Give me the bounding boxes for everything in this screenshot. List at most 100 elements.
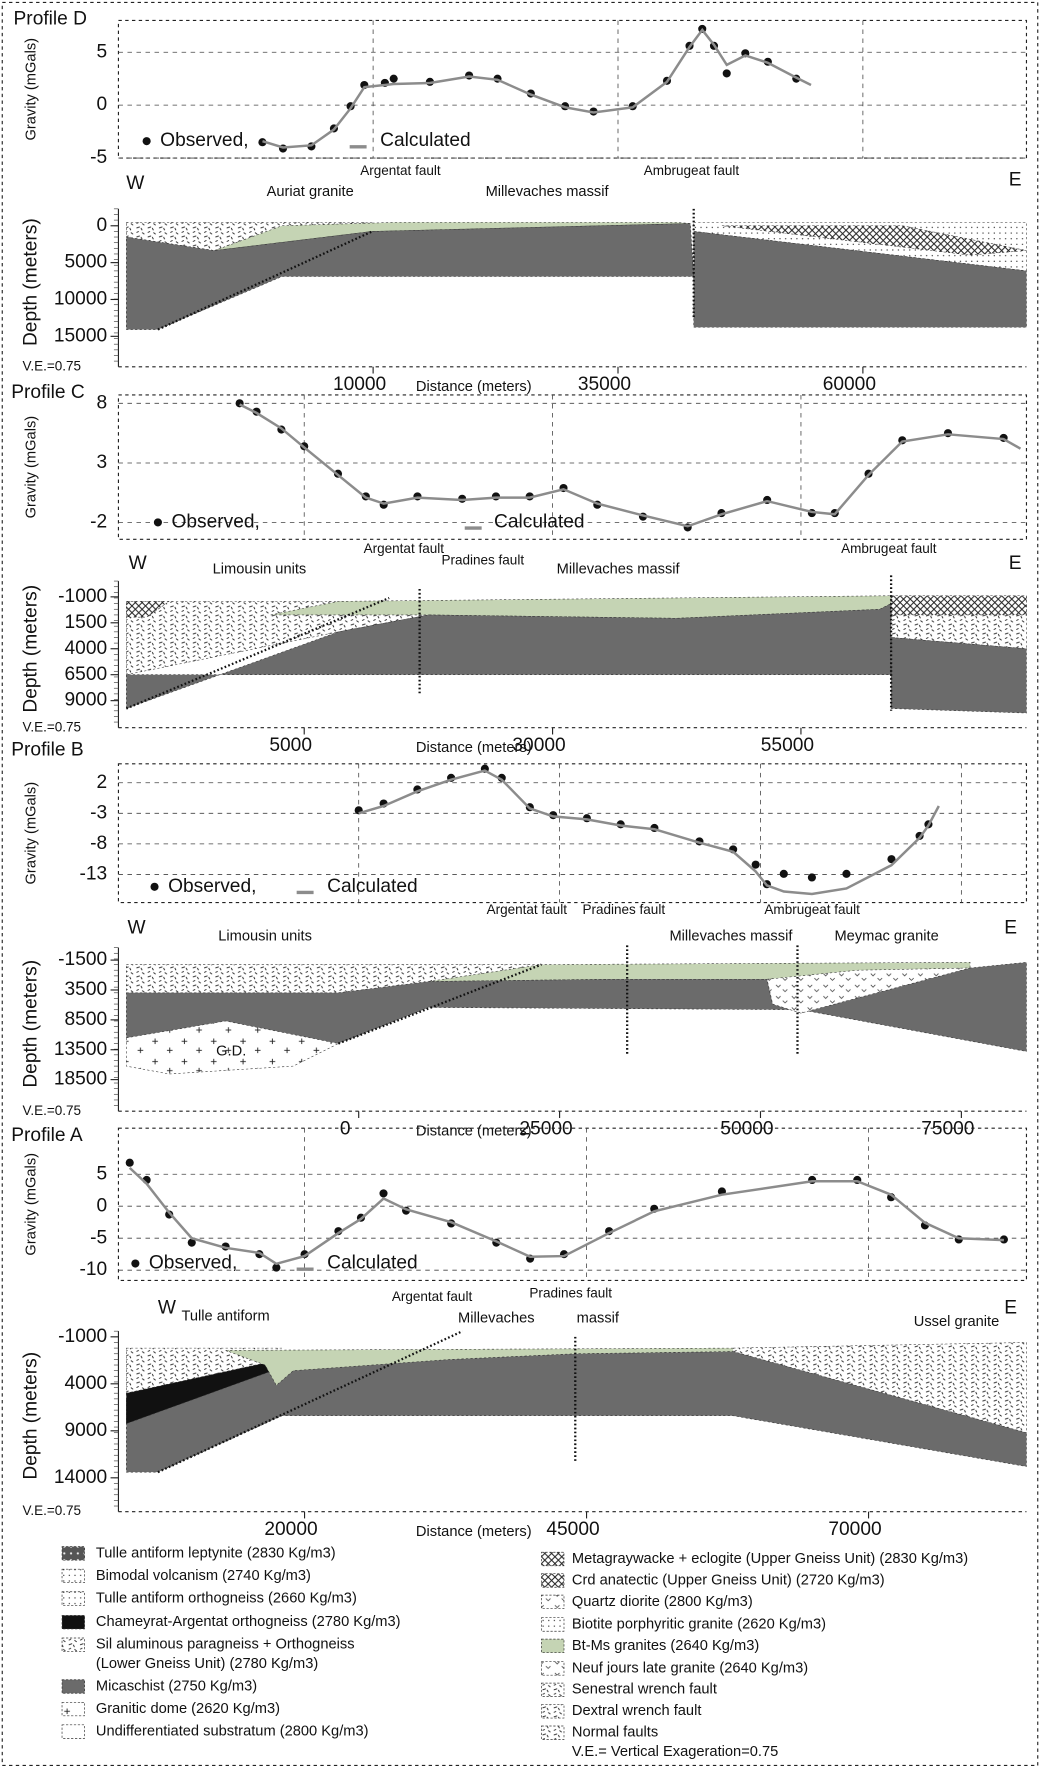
section-label: Ambrugeat fault [841, 541, 937, 556]
y-tick-label: 1500 [65, 612, 108, 633]
x-tick-label: 10000 [333, 374, 386, 395]
y-axis-label: Gravity (mGals) [23, 782, 39, 885]
legend-swatch [541, 1725, 565, 1740]
legend-label: Sil aluminous paragneiss + Orthogneiss [96, 1637, 355, 1653]
y-tick-label: 0 [97, 1195, 108, 1216]
y-tick-label: 9000 [65, 690, 108, 711]
side-label: W [158, 1298, 177, 1319]
y-tick-label: 0 [97, 215, 108, 236]
chart-title: Profile B [11, 739, 83, 760]
rock-unit [732, 1342, 1027, 1434]
calculated-line [358, 769, 940, 896]
legend-label: Bimodal volcanism (2740 Kg/m3) [96, 1568, 311, 1584]
observed-point [779, 869, 788, 878]
section-label: Limousin units [218, 928, 312, 944]
plot-frame [117, 1127, 1028, 1281]
legend-swatch [541, 1617, 565, 1632]
y-tick-label: 13500 [54, 1039, 107, 1060]
legend-label: Observed, [160, 130, 248, 151]
legend-label: Calculated [327, 1253, 418, 1274]
y-tick-label: 0 [97, 94, 108, 115]
legend-marker [150, 882, 159, 891]
y-tick-label: 5 [97, 41, 108, 62]
legend-label: Observed, [168, 876, 256, 897]
observed-point [272, 1263, 281, 1272]
legend-label: Calculated [494, 511, 585, 532]
legend-swatch [61, 1724, 85, 1739]
y-tick-label: 8 [97, 392, 108, 413]
legend-swatch [541, 1594, 565, 1610]
section-label: Ussel granite [914, 1314, 1000, 1330]
y-tick-label: 14000 [54, 1467, 107, 1488]
x-tick-label: 35000 [578, 374, 631, 395]
fault-line [125, 596, 390, 710]
charts: Profile D Gravity (mGals) -5 0 5 Observed, Cal… [11, 8, 1028, 1760]
x-tick-label: 30000 [512, 735, 565, 756]
plot-frame [117, 763, 1028, 904]
y-tick-label: 15000 [54, 325, 107, 346]
plot-frame [117, 394, 1028, 540]
section-label: G.D. [216, 1043, 246, 1059]
legend-label: (Lower Gneiss Unit) (2780 Kg/m3) [96, 1656, 318, 1672]
observed-point [751, 860, 760, 869]
legend-swatch [61, 1591, 85, 1606]
section-label: Millevaches massif [486, 184, 610, 200]
fault-line [157, 1330, 463, 1474]
y-tick-label: -1000 [58, 1326, 107, 1347]
legend-swatch [541, 1682, 565, 1697]
x-tick-label: 70000 [828, 1519, 881, 1540]
chart-title: Profile A [11, 1125, 83, 1146]
legend-marker [131, 1259, 140, 1268]
x-tick-label: 5000 [269, 735, 312, 756]
chart-title: Profile D [14, 8, 87, 29]
legend-label: Normal faults [572, 1725, 658, 1741]
ve-note: V.E.=0.75 [23, 358, 82, 373]
legend-label: Tulle antiform orthogneiss (2660 Kg/m3) [96, 1590, 357, 1606]
legend-label: Granitic dome (2620 Kg/m3) [96, 1701, 280, 1717]
section-label: Tulle antiform [181, 1308, 269, 1324]
observed-point [807, 873, 816, 882]
x-tick-label: 60000 [823, 374, 876, 395]
x-tick-label: 0 [340, 1118, 351, 1139]
x-axis-label: Distance (meters) [416, 740, 532, 756]
legend-label: Quartz diorite (2800 Kg/m3) [572, 1594, 753, 1610]
legend-label: Biotite porphyritic granite (2620 Kg/m3) [572, 1616, 826, 1632]
section-label: Auriat granite [267, 184, 354, 200]
x-tick-label: 20000 [264, 1519, 317, 1540]
legend-swatch [541, 1704, 565, 1719]
section-label: Millevaches [458, 1311, 535, 1327]
x-tick-label: 75000 [921, 1118, 974, 1139]
x-axis-label: Distance (meters) [416, 1123, 532, 1139]
side-label: E [1004, 918, 1017, 939]
legend-marker [153, 518, 162, 527]
y-tick-label: -5 [90, 1227, 107, 1248]
plot-frame [117, 19, 1028, 159]
section-label: Argentat fault [487, 902, 568, 917]
legend-label: Tulle antiform leptynite (2830 Kg/m3) [96, 1545, 336, 1561]
observed-point [722, 69, 731, 78]
y-tick-label: 3500 [65, 979, 108, 1000]
observed-point [389, 74, 398, 83]
observed-point [187, 1238, 196, 1247]
legend-label: Calculated [380, 130, 471, 151]
fault-line [337, 963, 542, 1045]
side-label: E [1009, 170, 1022, 191]
y-tick-label: -1500 [58, 949, 107, 970]
y-tick-label: 3 [97, 452, 108, 473]
rock-unit [890, 595, 1027, 616]
x-tick-label: 50000 [720, 1118, 773, 1139]
legend-swatch [541, 1661, 565, 1676]
y-axis-label: Depth (meters) [21, 585, 42, 713]
section-label: massif [577, 1311, 620, 1327]
section-label: Meymac granite [834, 928, 938, 944]
y-axis-label: Depth (meters) [21, 960, 42, 1088]
legend-swatch [61, 1701, 85, 1717]
x-axis-label: Distance (meters) [416, 1524, 532, 1540]
section-label: Argentat fault [364, 541, 445, 556]
section-label: Millevaches massif [557, 562, 681, 578]
y-axis-label: Gravity (mGals) [23, 416, 39, 519]
legend-label: Calculated [327, 876, 418, 897]
section-label: Pradines fault [441, 552, 524, 567]
y-tick-label: -13 [79, 863, 107, 884]
